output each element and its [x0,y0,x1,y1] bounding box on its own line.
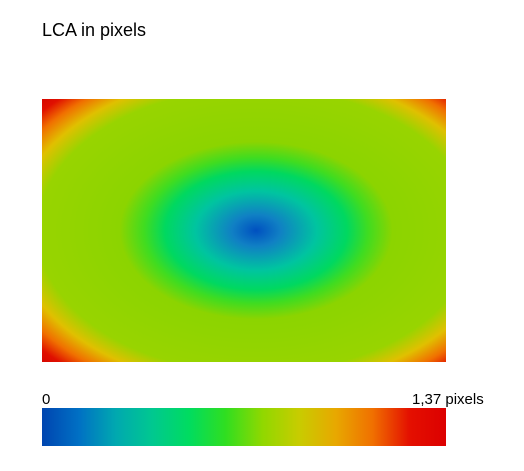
colorbar [42,408,446,446]
colorbar-tick-label: 0 [42,391,50,408]
chart-title: LCA in pixels [42,20,146,40]
colorbar-tick-label: 1,37 pixels [412,391,484,408]
heatmap-image [42,99,446,362]
